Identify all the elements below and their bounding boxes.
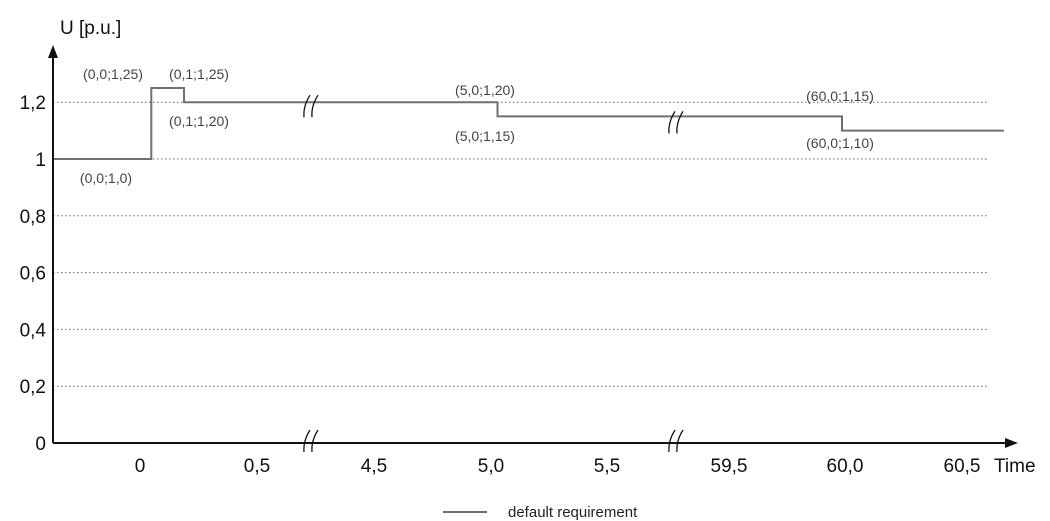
- y-axis-title: U [p.u.]: [60, 18, 121, 39]
- axis-break-mark: [303, 94, 311, 118]
- point-annotation: (0,1;1,25): [169, 66, 229, 82]
- axis-break-mark: [303, 429, 311, 453]
- x-axis-arrow: [1005, 438, 1018, 448]
- point-annotation: (5,0;1,20): [455, 82, 515, 98]
- y-tick-label: 0,8: [20, 207, 46, 228]
- series-layer: [53, 87, 1004, 160]
- y-tick-label: 0,6: [20, 264, 46, 285]
- axis-break-mark: [668, 429, 676, 453]
- point-annotation: (0,0;1,25): [83, 66, 143, 82]
- x-tick-label: 0,5: [244, 456, 270, 477]
- legend: default requirement: [443, 504, 638, 521]
- axis-break-mark: [676, 111, 684, 134]
- x-tick-label: 4,5: [361, 456, 387, 477]
- y-tick-label: 0,4: [20, 320, 47, 341]
- point-annotation: (5,0;1,15): [455, 128, 515, 144]
- axes: [48, 45, 1018, 448]
- y-tick-label: 1,2: [20, 93, 46, 114]
- x-tick-label: 60,0: [827, 456, 864, 477]
- axis-break-mark: [311, 429, 319, 453]
- axis-break-mark: [668, 111, 676, 134]
- series-line: [53, 87, 1004, 160]
- y-tick-label: 0,2: [20, 377, 46, 398]
- x-tick-label: 59,5: [711, 456, 748, 477]
- point-annotation: (60,0;1,10): [806, 135, 874, 151]
- x-tick-label: 5,0: [478, 456, 504, 477]
- y-axis-arrow: [48, 45, 58, 58]
- legend-label: default requirement: [508, 504, 638, 521]
- axis-breaks: [303, 94, 684, 453]
- tick-labels: 0 0,2 0,4 0,6 0,8 1 1,2 0 0,5 4,5 5,0 5,5 59,5 60,0 60…: [20, 93, 981, 477]
- point-annotation: (0,0;1,0): [80, 170, 132, 186]
- x-axis-title: Time: [994, 456, 1036, 477]
- point-annotations: (0,0;1,25) (0,1;1,25) (0,1;1,20) (0,0;1,0) (…: [80, 66, 874, 186]
- x-tick-label: 5,5: [594, 456, 620, 477]
- point-annotation: (0,1;1,20): [169, 113, 229, 129]
- point-annotation: (60,0;1,15): [806, 88, 874, 104]
- axis-break-mark: [311, 94, 319, 118]
- y-tick-label: 1: [35, 150, 46, 171]
- x-tick-label: 60,5: [944, 456, 981, 477]
- y-tick-label: 0: [35, 434, 46, 455]
- x-tick-label: 0: [135, 456, 146, 477]
- axis-break-mark: [676, 429, 684, 453]
